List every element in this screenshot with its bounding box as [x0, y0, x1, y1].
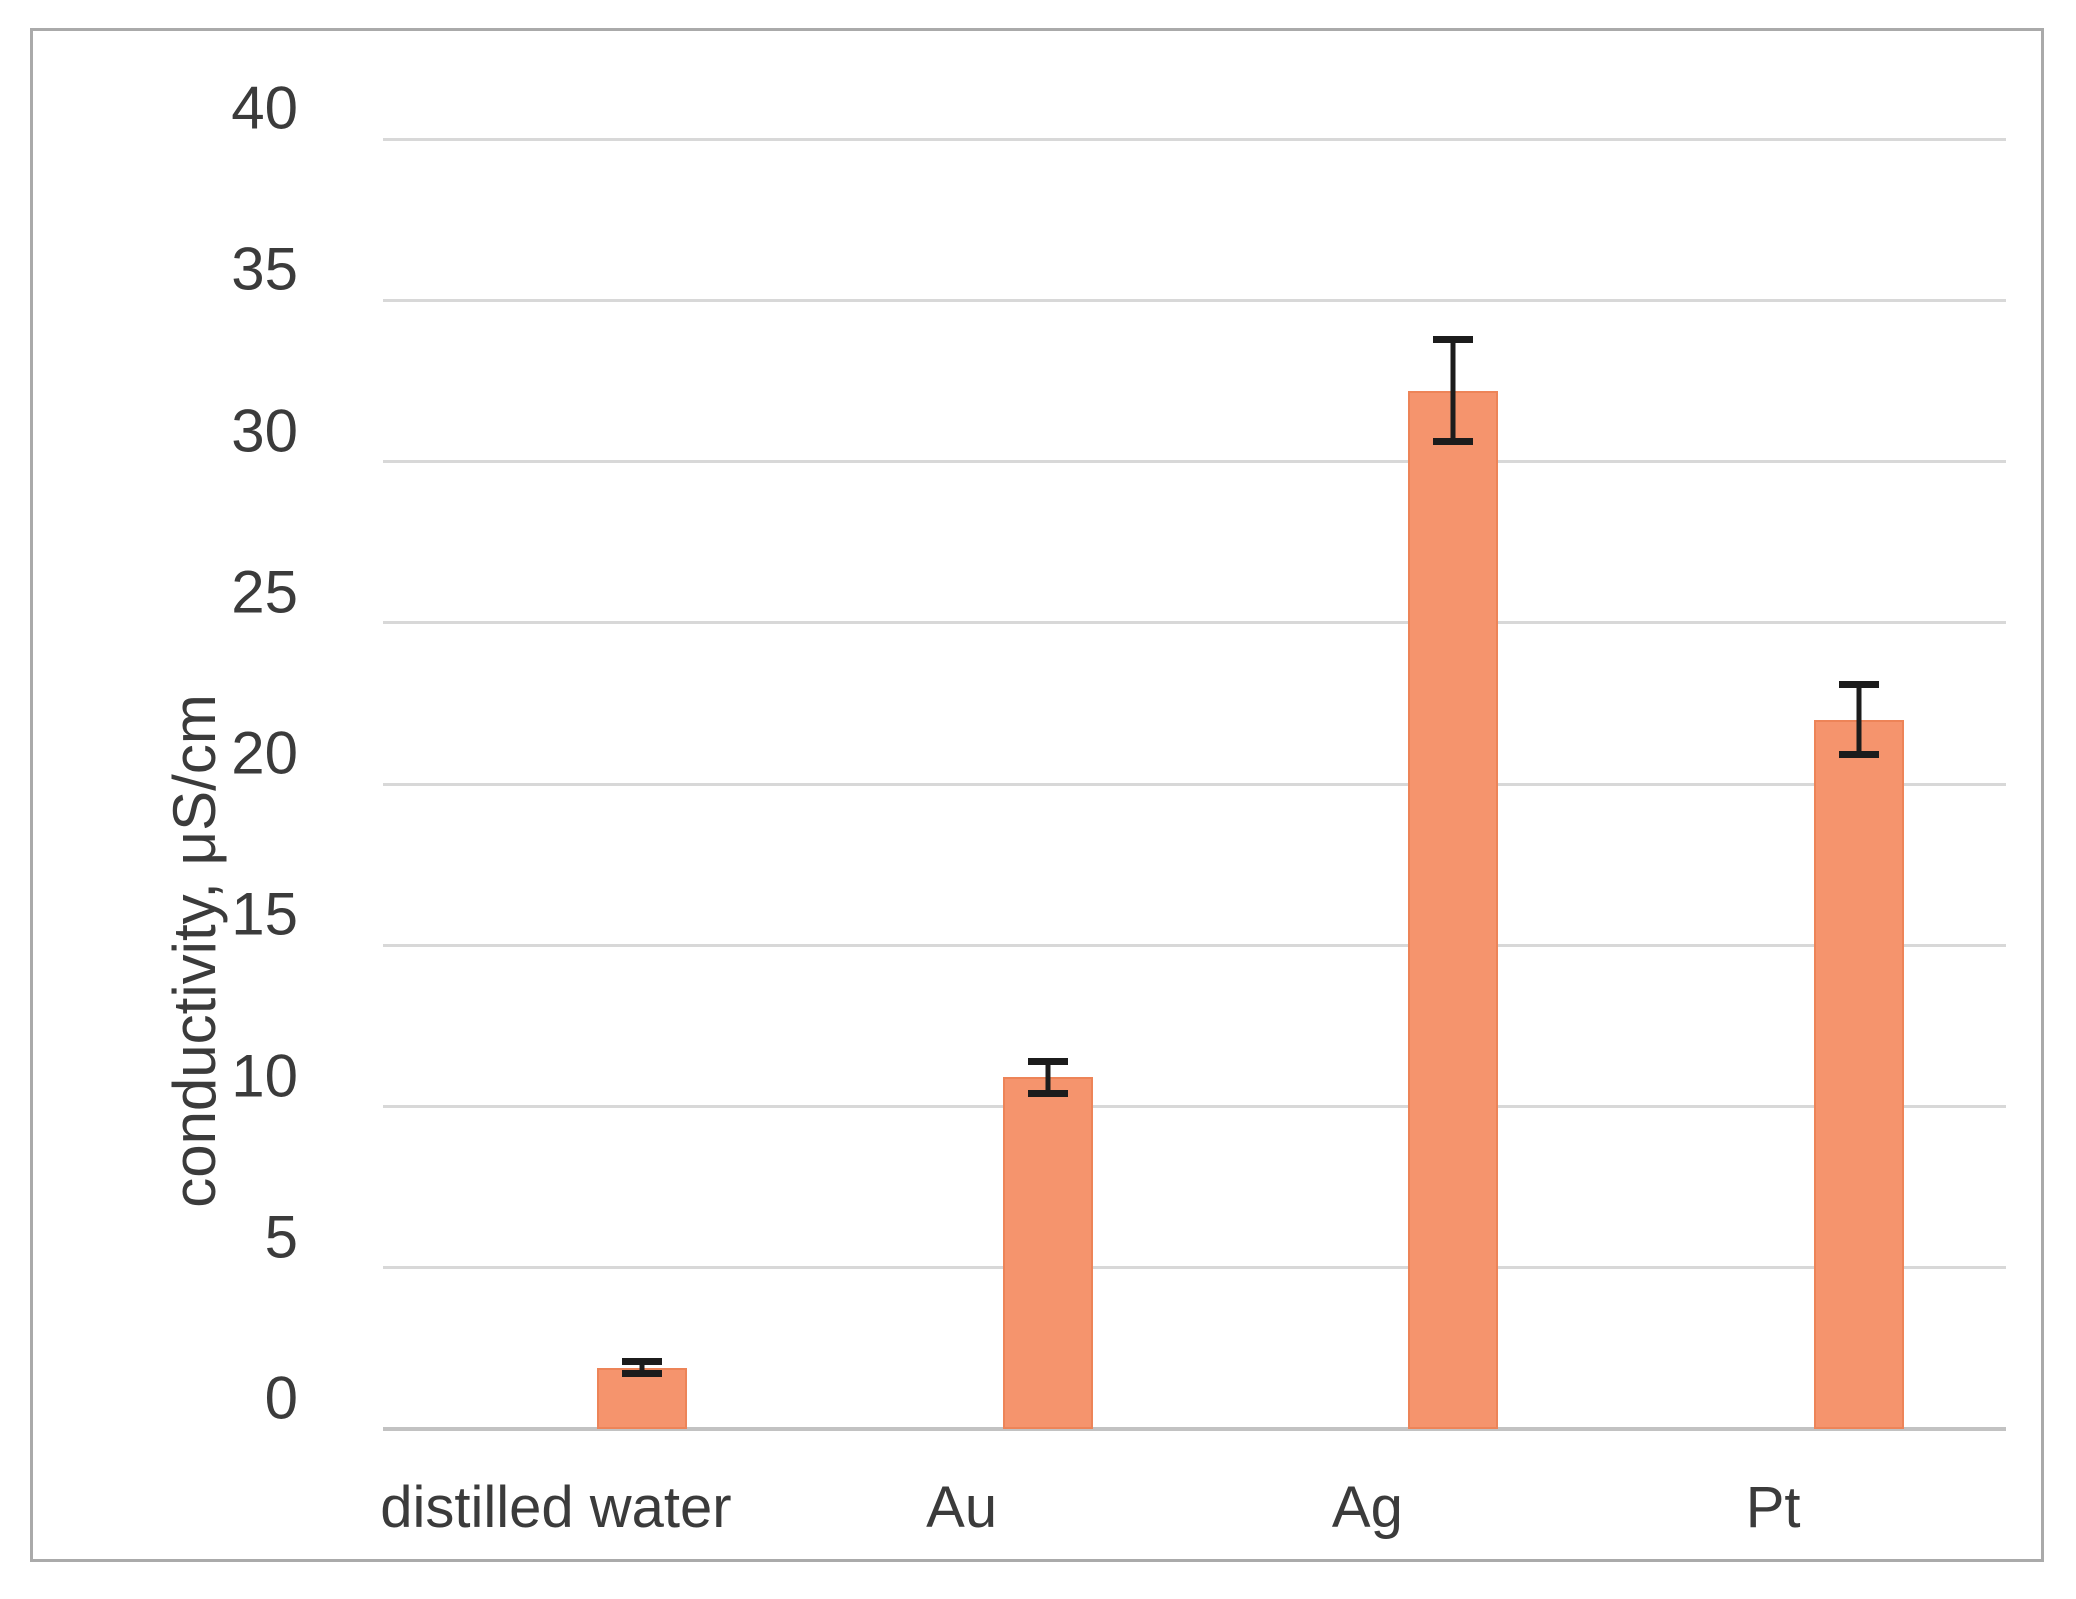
bar-distilled-water — [596, 1367, 687, 1429]
error-bar-cap-top — [1433, 335, 1474, 343]
x-axis-line — [383, 1427, 2006, 1431]
error-bar-cap-top — [1027, 1058, 1068, 1066]
error-bar — [621, 1358, 662, 1378]
y-tick-label: 5 — [264, 1203, 298, 1271]
y-tick-label: 25 — [231, 558, 298, 626]
gridline — [383, 298, 2006, 302]
bar-ag — [1408, 390, 1499, 1429]
y-tick-label: 30 — [231, 397, 298, 465]
y-axis-title: conductivity, μS/cm — [161, 694, 228, 1208]
error-bar-cap-bottom — [1433, 438, 1474, 446]
error-bar-cap-top — [621, 1358, 662, 1366]
y-tick-label: 10 — [231, 1042, 298, 1110]
gridline — [383, 943, 2006, 947]
y-tick-label: 20 — [231, 719, 298, 787]
error-bar-stem — [1856, 681, 1862, 758]
bar-au — [1002, 1077, 1093, 1429]
y-tick-label: 0 — [264, 1364, 298, 1432]
error-bar — [1027, 1058, 1068, 1097]
gridline — [383, 621, 2006, 625]
error-bar — [1433, 335, 1474, 446]
error-bar-cap-bottom — [1027, 1089, 1068, 1097]
error-bar-cap-top — [1839, 681, 1880, 689]
x-category-label: Ag — [1331, 1475, 1403, 1540]
plot-area — [383, 137, 2006, 1431]
error-bar-stem — [1045, 1058, 1051, 1097]
gridline — [383, 1105, 2006, 1108]
gridline — [383, 460, 2006, 463]
y-tick-label: 15 — [231, 880, 298, 948]
gridline — [383, 1266, 2006, 1270]
error-bar-stem — [639, 1358, 645, 1378]
bar-pt — [1814, 719, 1905, 1429]
gridline — [383, 782, 2006, 786]
chart-frame: 0 5 10 15 20 25 30 35 40 distilled water Au Ag Pt c… — [30, 28, 2044, 1562]
error-bar-stem — [1450, 335, 1456, 446]
x-category-label: distilled water — [380, 1475, 732, 1540]
error-bar-cap-bottom — [621, 1370, 662, 1378]
x-category-label: Au — [926, 1475, 998, 1540]
error-bar — [1839, 681, 1880, 758]
error-bar-cap-bottom — [1839, 750, 1880, 758]
gridline — [383, 137, 2006, 141]
y-tick-label: 40 — [231, 74, 298, 142]
x-category-label: Pt — [1745, 1475, 1801, 1540]
y-tick-label: 35 — [231, 235, 298, 303]
